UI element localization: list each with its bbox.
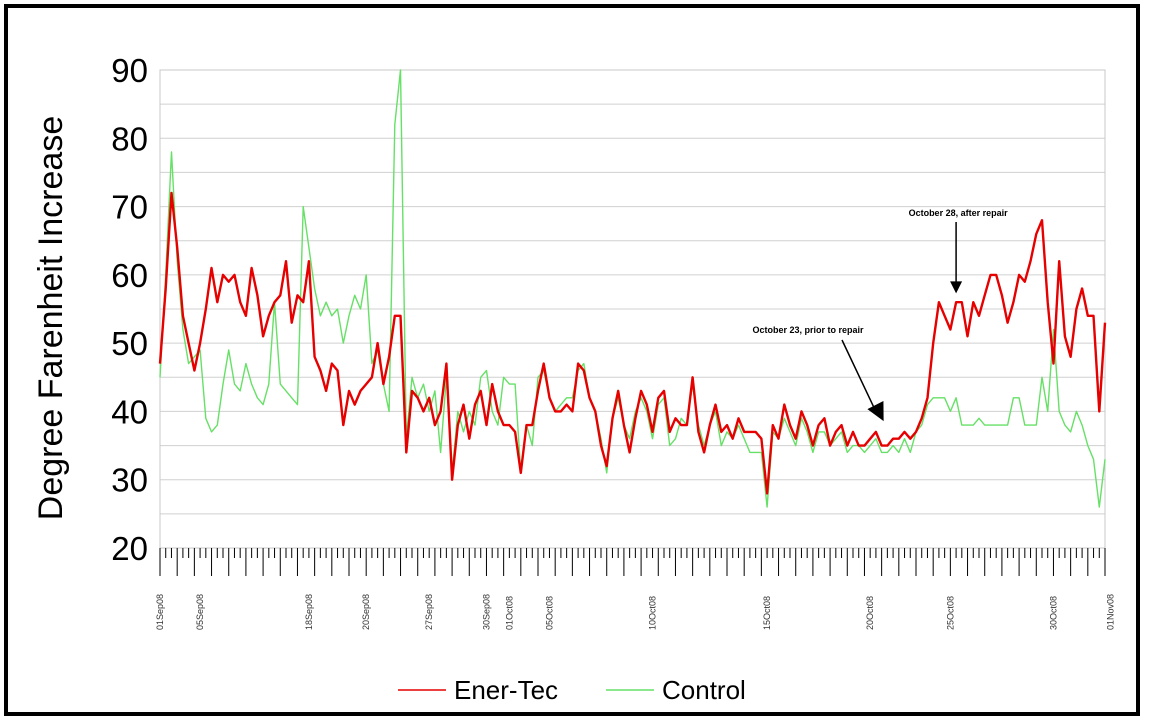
- x-tick-label: 01Sep08: [155, 594, 165, 630]
- y-tick-label: 50: [111, 325, 148, 362]
- x-tick-label: 10Oct08: [648, 596, 658, 630]
- annotation-arrowhead: [950, 281, 963, 294]
- x-tick-label: 05Sep08: [195, 594, 205, 630]
- x-tick-label: 25Oct08: [945, 596, 955, 630]
- series-line-ener-tec: [158, 191, 1107, 495]
- annotations: October 28, after repair October 23, prio…: [752, 208, 1009, 422]
- plot-area-border: [159, 69, 1106, 549]
- grid-lines: [160, 103, 1105, 515]
- y-tick-label: 80: [111, 120, 148, 157]
- x-tick-label: 01Nov08: [1106, 594, 1116, 630]
- x-axis-tick-labels: 01Sep08 05Sep08 18Sep08 20Sep08 27Sep08 30Sep…: [155, 594, 1116, 630]
- y-tick-label: 20: [111, 530, 148, 567]
- annotation-arrowhead: [867, 400, 884, 422]
- y-tick-label: 40: [111, 393, 148, 430]
- x-axis-ticks: [159, 548, 1106, 576]
- annotation-prior-to-repair: October 23, prior to repair: [752, 325, 864, 335]
- annotation-arrow-line: [841, 339, 877, 412]
- y-tick-label: 30: [111, 462, 148, 499]
- x-tick-label: 30Sep08: [481, 594, 491, 630]
- x-tick-label: 05Oct08: [544, 596, 554, 630]
- x-tick-label: 30Oct08: [1048, 596, 1058, 630]
- x-tick-label: 27Sep08: [424, 594, 434, 630]
- x-tick-label: 20Oct08: [865, 596, 875, 630]
- y-tick-label: 90: [111, 52, 148, 89]
- y-tick-label: 60: [111, 257, 148, 294]
- legend: Ener-Tec Control: [398, 675, 746, 705]
- x-tick-label: 20Sep08: [361, 594, 371, 630]
- legend-label: Ener-Tec: [454, 675, 558, 705]
- y-tick-label: 70: [111, 189, 148, 226]
- y-axis-label: Degree Farenheit Increase: [32, 116, 70, 520]
- x-tick-label: 18Sep08: [304, 594, 314, 630]
- series-lines: [158, 69, 1107, 508]
- series-line-control: [159, 69, 1106, 508]
- y-axis-tick-labels: 20 30 40 50 60 70 80 90: [111, 52, 148, 567]
- legend-label: Control: [662, 675, 746, 705]
- x-tick-label: 01Oct08: [504, 596, 514, 630]
- x-tick-label: 15Oct08: [762, 596, 772, 630]
- annotation-after-repair: October 28, after repair: [909, 208, 1009, 218]
